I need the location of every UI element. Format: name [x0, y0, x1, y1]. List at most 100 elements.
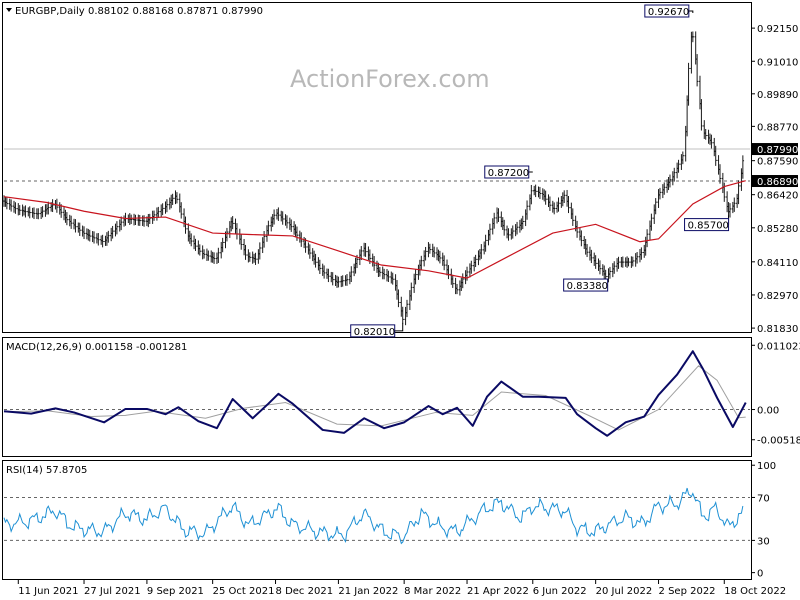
price-annotation: 0.83380 [563, 278, 609, 292]
price-bar [65, 212, 69, 226]
price-bar [401, 306, 404, 324]
price-bar [397, 289, 400, 308]
annotation-label: 0.87200 [488, 168, 529, 179]
price-bar [598, 260, 602, 275]
price-bar [248, 252, 252, 262]
price-bar [590, 249, 593, 264]
annotation-label: 0.83380 [567, 281, 608, 292]
x-tick-label: 2 Sep 2022 [659, 586, 716, 597]
price-bar [438, 250, 442, 264]
price-bar [175, 192, 179, 204]
x-tick-label: 18 Oct 2022 [724, 586, 786, 597]
price-bar [681, 151, 685, 165]
price-bar [240, 234, 243, 250]
price-bar [134, 214, 137, 225]
price-bar [410, 282, 413, 301]
price-bar [14, 202, 17, 214]
macd-title: MACD(12,26,9) 0.001158 -0.001281 [6, 342, 187, 353]
price-bar [405, 299, 409, 318]
price-bar [663, 182, 666, 195]
price-bar [107, 230, 110, 243]
price-bar [285, 215, 289, 229]
price-bar [525, 200, 529, 220]
price-bar [515, 221, 519, 235]
annotation-box [563, 278, 609, 292]
price-bar [741, 155, 745, 179]
support-level-badge [752, 175, 798, 188]
price-bar [18, 205, 21, 216]
price-bar [470, 260, 473, 274]
price-bar [262, 231, 266, 248]
price-annotation: 0.87200 [484, 165, 533, 179]
watermark: ActionForex.com [290, 65, 490, 93]
price-bar [571, 208, 574, 226]
price-annotation: 0.85700 [684, 215, 730, 232]
price-y-tick-label: 0.88770 [757, 122, 798, 133]
x-tick-label: 20 Jul 2022 [596, 586, 653, 597]
x-tick-label: 6 Jun 2022 [533, 586, 587, 597]
price-bar [455, 283, 459, 295]
price-bar [687, 62, 690, 106]
price-y-tick-label: 0.84110 [757, 258, 798, 269]
support-level-label: 0.86890 [757, 177, 798, 188]
price-bar [544, 190, 547, 205]
price-bar [69, 215, 73, 229]
price-y-tick-label: 0.92150 [757, 24, 798, 35]
price-bar [101, 234, 104, 248]
price-bar [497, 208, 500, 222]
macd-line [3, 350, 747, 437]
macd-signal-line [3, 365, 746, 431]
price-bar [695, 54, 699, 87]
price-bar [557, 197, 560, 212]
price-bar [442, 255, 446, 271]
price-bar [567, 195, 570, 214]
rsi-y-tick-label: 100 [757, 461, 776, 472]
annotation-box [484, 165, 530, 179]
collapse-triangle-icon[interactable] [6, 8, 12, 12]
price-bar [9, 199, 13, 212]
annotation-leader [394, 322, 404, 332]
annotation-box [350, 324, 396, 338]
price-bar [710, 134, 713, 149]
price-bar [314, 253, 317, 268]
price-bar [474, 254, 477, 268]
price-bar [115, 221, 119, 235]
macd-y-tick-label: 0.00 [757, 406, 779, 417]
price-bar [327, 268, 330, 283]
price-bar [461, 273, 464, 289]
price-bar [484, 234, 487, 252]
price-bar [700, 99, 703, 131]
price-bar [171, 193, 174, 205]
ohlc-header: 0.88102 0.88168 0.87871 0.87990 [88, 6, 263, 17]
price-annotation: 0.92670 [644, 4, 694, 18]
price-bar [668, 174, 672, 188]
price-bar [391, 272, 394, 285]
price-bar [28, 206, 31, 219]
price-bar [534, 184, 537, 198]
price-y-tick-label: 0.82970 [757, 291, 798, 302]
price-bar [258, 242, 262, 260]
price-bar [631, 256, 635, 267]
price-bar [451, 274, 454, 288]
price-bar [737, 180, 740, 205]
price-bar [244, 244, 247, 260]
price-y-tick-label: 0.87590 [757, 157, 798, 168]
price-bar [414, 269, 417, 285]
x-tick-label: 21 Jan 2022 [338, 586, 398, 597]
rsi-title: RSI(14) 57.8705 [6, 465, 87, 476]
price-bar [521, 215, 524, 230]
rsi-y-tick-label: 30 [757, 536, 770, 547]
price-bar [530, 184, 533, 205]
rsi-line [3, 487, 744, 545]
price-bar [645, 229, 649, 248]
price-bar [207, 250, 210, 261]
price-bar [111, 225, 114, 239]
price-bar [331, 272, 334, 286]
price-y-tick-label: 0.91010 [757, 57, 798, 68]
x-tick-label: 27 Jul 2021 [84, 586, 141, 597]
price-bar [511, 225, 514, 239]
price-bar [677, 159, 680, 173]
price-bar [322, 265, 326, 279]
price-bar [704, 128, 707, 140]
